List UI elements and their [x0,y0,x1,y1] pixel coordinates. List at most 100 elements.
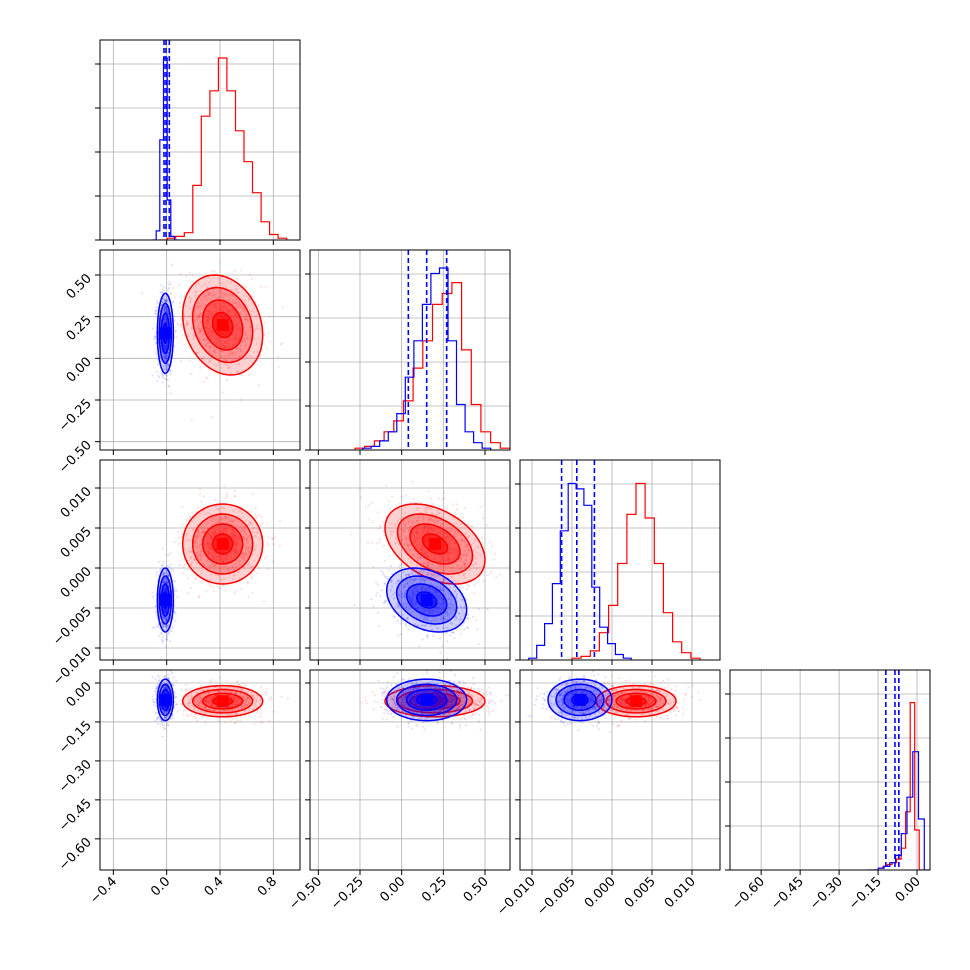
sample-point [414,604,417,608]
sample-point [358,488,361,491]
sample-point [191,528,194,531]
sample-point [441,620,444,623]
sample-point [233,542,236,545]
sample-point [164,589,168,592]
sample-point [435,563,438,566]
sample-point [197,704,201,707]
sample-point [220,343,223,346]
sample-point [167,673,170,676]
sample-point [165,581,168,584]
sample-point [456,523,459,526]
sample-point [165,318,168,321]
sample-point [206,318,209,322]
sample-point [419,556,422,560]
sample-point [173,589,176,592]
sample-point [420,525,423,528]
sample-point [163,298,166,302]
sample-point [246,697,249,700]
sample-point [279,544,282,547]
sample-point [417,603,420,606]
sample-point [449,593,452,596]
sample-point [475,618,478,622]
sample-point [410,600,413,603]
sample-point [209,533,212,536]
sample-point [225,555,228,558]
sample-point [233,548,236,551]
sample-point [226,346,230,349]
sample-point [454,618,457,621]
sample-point [154,605,158,608]
sample-point [190,692,193,695]
sample-point [433,592,437,595]
sample-point [236,700,240,704]
sample-point [206,697,209,700]
sample-point [161,641,164,644]
sample-point [420,552,423,555]
sample-point [164,586,167,589]
sample-point [445,582,448,585]
sample-point [230,558,233,561]
sample-point [224,555,227,558]
sample-point [195,692,198,695]
sample-point [210,518,213,522]
sample-point [236,323,239,326]
sample-point [163,588,166,591]
blue-contour [385,567,468,633]
sample-point [439,637,442,640]
sample-point [423,527,426,530]
sample-point [390,579,393,582]
sample-point [220,558,223,561]
sample-point [233,574,236,577]
sample-point [269,340,272,343]
red-contour [211,533,234,555]
sample-point [460,605,463,608]
sample-point [253,723,256,726]
sample-point [208,347,211,350]
sample-point [449,611,453,614]
sample-point [412,593,416,596]
sample-point [223,362,226,365]
sample-point [257,384,260,387]
sample-point [462,516,465,519]
sample-point [184,535,187,538]
sample-point [236,719,239,722]
sample-point [461,612,464,615]
sample-point [447,592,450,595]
sample-point [443,533,446,536]
sample-point [166,572,169,575]
sample-point [164,299,167,302]
sample-point [409,599,412,602]
sample-point [213,363,216,366]
sample-point [254,544,258,547]
sample-point [207,551,210,554]
sample-point [277,355,280,358]
sample-point [475,567,478,570]
sample-point [231,528,235,531]
sample-point [157,374,160,377]
sample-point [158,560,161,563]
sample-point [189,586,192,590]
sample-point [214,555,217,558]
sample-point [221,518,225,521]
sample-point [416,624,419,627]
sample-point [405,606,408,609]
sample-point [233,337,236,340]
sample-point [162,355,165,358]
sample-point [414,586,417,589]
sample-point [240,516,243,519]
sample-point [242,294,245,297]
sample-point [222,530,225,534]
sample-point [196,325,200,328]
sample-point [233,532,236,535]
sample-point [220,578,223,581]
sample-point [166,631,169,635]
sample-point [457,612,460,616]
sample-point [207,551,210,554]
sample-point [162,579,165,583]
sample-point [406,616,409,620]
sample-point [438,554,441,558]
sample-point [157,626,160,629]
sample-point [223,302,226,305]
sample-point [406,582,409,585]
sample-point [436,591,439,594]
